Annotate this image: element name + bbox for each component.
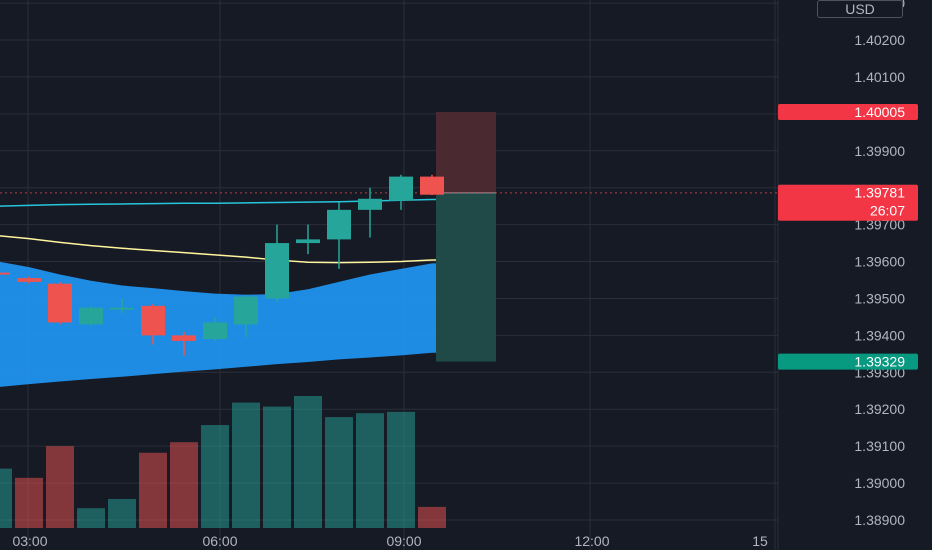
volume-bar [387,411,415,528]
volume-bar [108,498,136,528]
short-position-tool[interactable] [0,112,778,362]
volume-bar [46,446,74,528]
price-tick-label: 1.39500 [854,290,905,306]
loss-zone [436,112,496,193]
volume-bar [170,442,198,528]
price-tick-label: 1.40100 [854,69,905,85]
time-axis[interactable]: 03:00 06:00 09:00 12:00 15 [12,533,768,549]
candle-body [358,198,382,210]
candle-body [79,307,103,325]
candle-body [203,322,227,340]
price-tick-label: 1.39100 [854,438,905,454]
volume-bar [418,506,446,528]
time-tick-label: 03:00 [12,533,47,549]
candle-body [327,209,351,240]
volume-bar [232,402,260,528]
slow-moving-average-line [0,235,436,264]
time-tick-label: 06:00 [202,533,237,549]
volume-bar [356,413,384,528]
price-axis-background [778,0,932,550]
volume-bar [139,452,167,528]
fast-moving-average-line [0,198,436,207]
volume-bars [0,396,446,528]
candle-body [420,176,444,195]
profit-zone [436,192,496,362]
target-price-tag-value: 1.40005 [854,104,905,120]
volume-bar [201,425,229,528]
candle-body [389,176,413,201]
candle-body [172,335,196,341]
price-tick-label: 1.39600 [854,254,905,270]
candle-body [296,239,320,244]
price-tick-label: 1.38900 [854,512,905,528]
price-tick-label: 1.40200 [854,32,905,48]
time-tick-label: 12:00 [574,533,609,549]
moving-averages [0,198,436,264]
volume-bar [15,477,43,528]
candlesticks [0,174,444,356]
candle-body [141,305,165,336]
time-tick-label: 09:00 [386,533,421,549]
current-price-tag-countdown: 26:07 [870,203,905,219]
candle-body [110,307,134,310]
time-tick-label: 15 [752,533,768,549]
price-tick-label: 1.39200 [854,401,905,417]
stop-price-tag-value: 1.39329 [854,354,905,370]
stop-price-tag-background [778,353,918,370]
price-axis[interactable]: 1.403001.402001.401001.399001.397001.396… [777,0,932,550]
price-tick-label: 1.39900 [854,143,905,159]
candle-body [0,272,10,275]
currency-badge[interactable]: USD [817,0,903,18]
target-price-tag-background [778,104,918,120]
candle-body [265,243,289,299]
volume-bar [263,406,291,528]
volume-bar [77,508,105,528]
candle-body [17,278,41,282]
current-price-tag-value: 1.39781 [854,185,905,201]
volume-bar [325,417,353,528]
volume-bar [0,468,12,528]
volume-bar [294,396,322,528]
price-tick-label: 1.39400 [854,327,905,343]
price-tick-label: 1.39000 [854,475,905,491]
candle-body [48,283,72,323]
candle-body [234,296,258,325]
current-price-tag-background [778,184,918,221]
